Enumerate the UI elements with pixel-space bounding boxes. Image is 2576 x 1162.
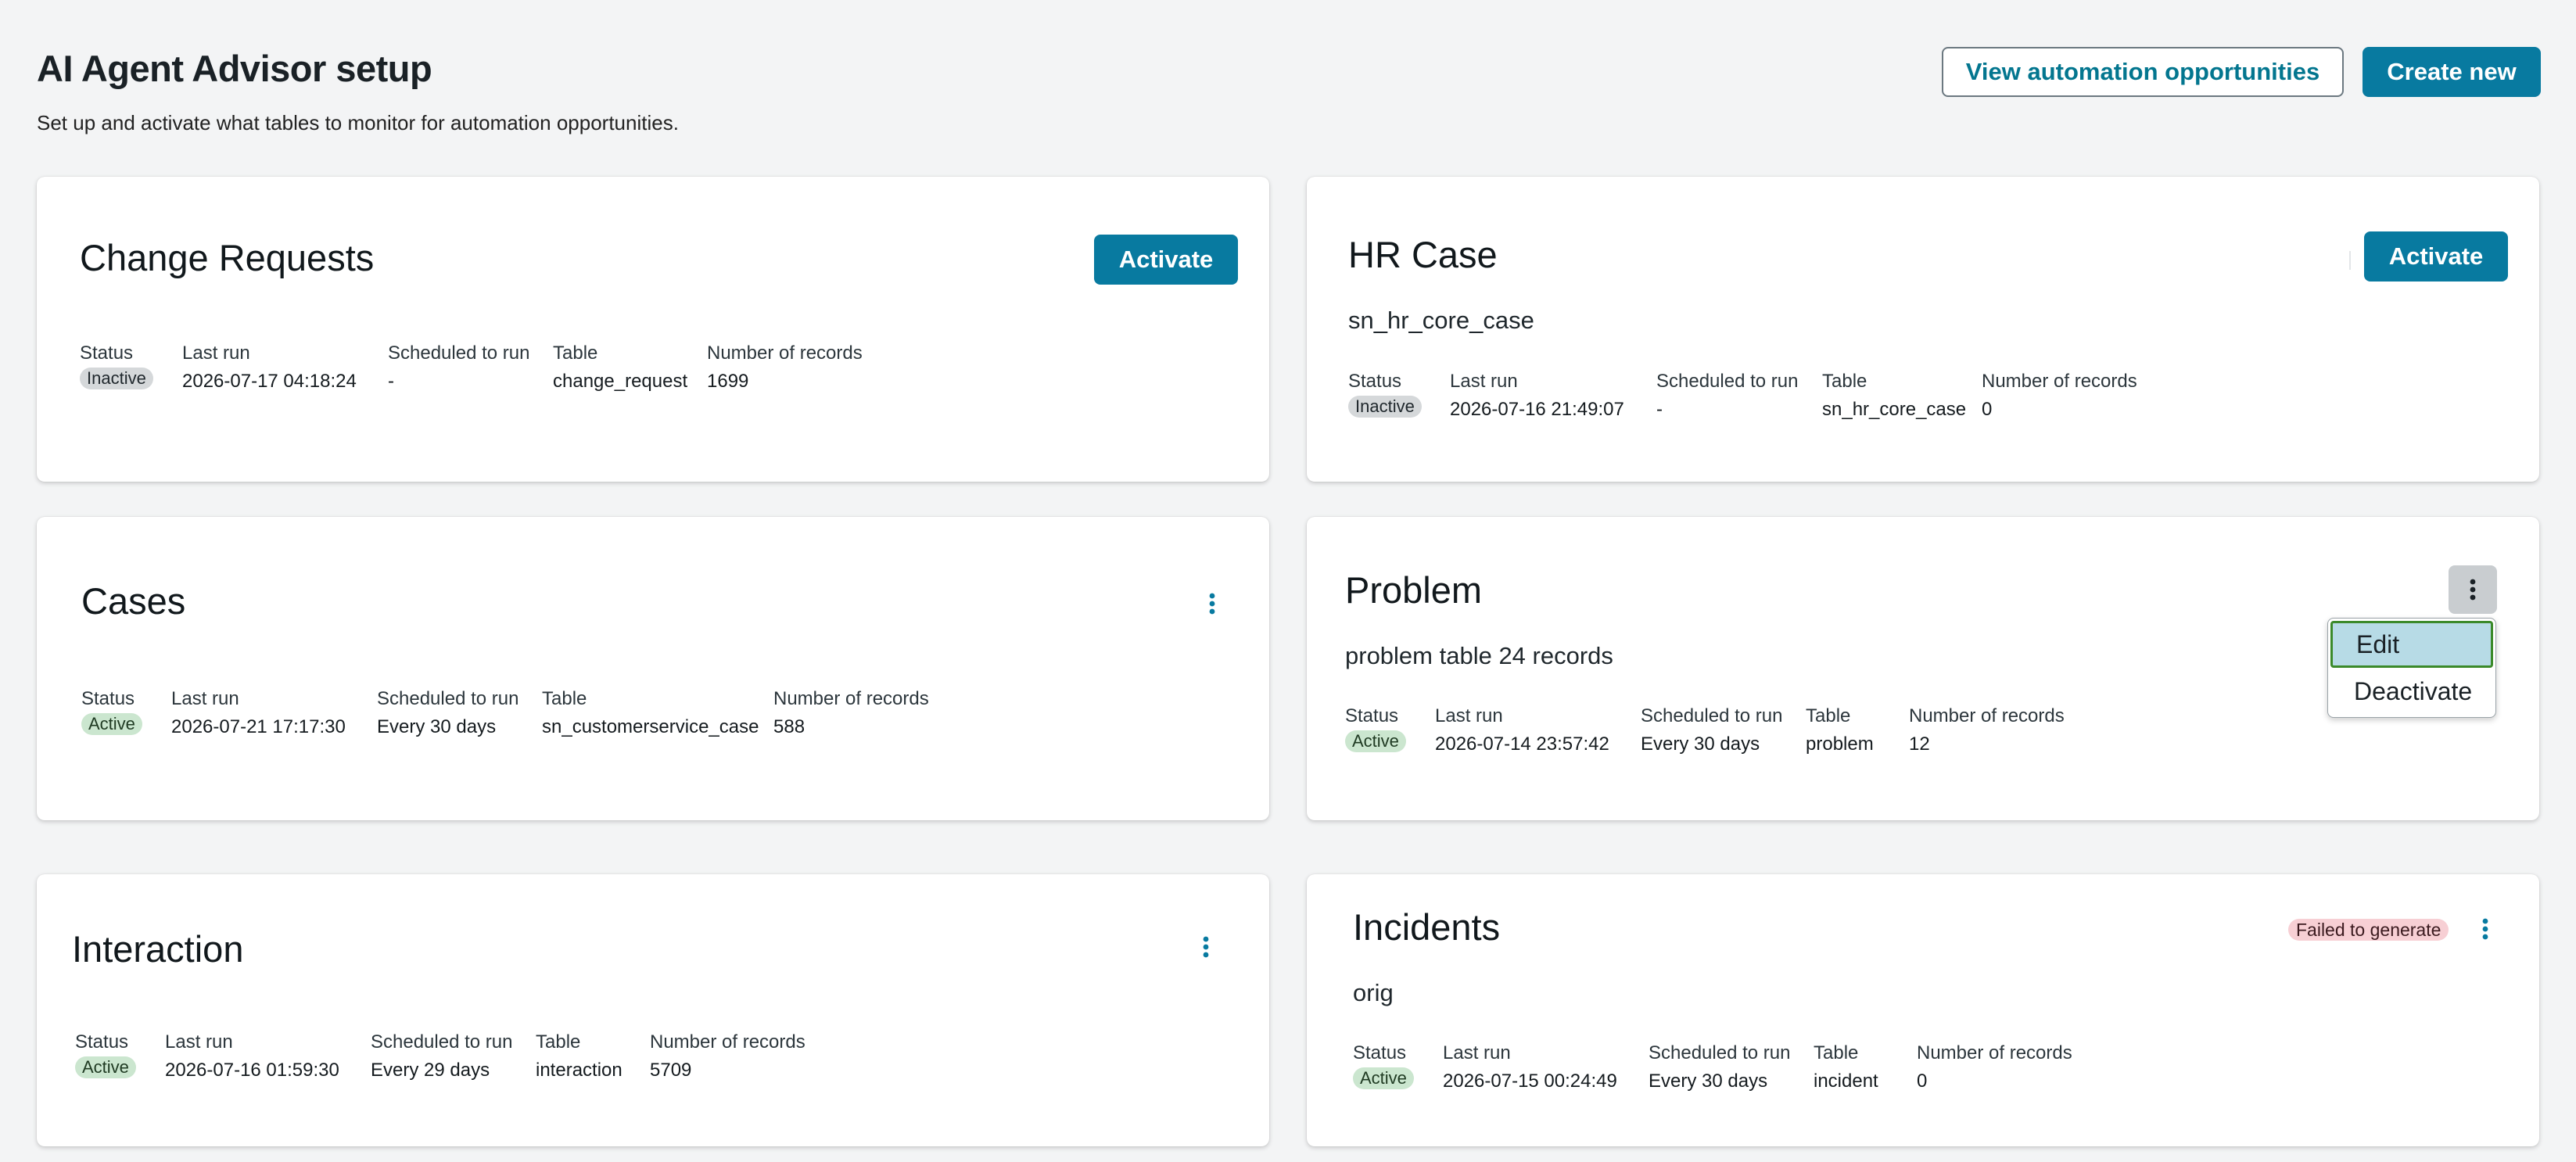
card-meta: Status Active Last run 2026-07-16 01:59:30… xyxy=(75,1031,830,1082)
records-value: 1699 xyxy=(707,371,749,392)
last-run-label: Last run xyxy=(1443,1042,1511,1063)
card-meta: Status Active Last run 2026-07-14 23:57:42… xyxy=(1345,705,2089,756)
scheduled-value: Every 30 days xyxy=(1649,1071,1768,1092)
scheduled-label: Scheduled to run xyxy=(1649,1042,1791,1063)
scheduled-value: - xyxy=(1656,399,1663,420)
last-run-value: 2026-07-16 21:49:07 xyxy=(1450,399,1624,420)
card-description: orig xyxy=(1353,979,1394,1006)
status-label: Status xyxy=(81,688,135,709)
scheduled-label: Scheduled to run xyxy=(1641,705,1783,726)
status-badge: Active xyxy=(75,1056,136,1078)
card-change-requests: Change Requests Activate Status Inactive … xyxy=(37,177,1269,482)
scheduled-value: Every 30 days xyxy=(377,716,497,737)
more-options-icon[interactable] xyxy=(2449,565,2497,614)
divider xyxy=(2349,251,2351,270)
records-label: Number of records xyxy=(707,343,863,364)
card-title: Interaction xyxy=(72,928,244,970)
records-value: 12 xyxy=(1909,733,1930,755)
card-meta: Status Active Last run 2026-07-15 00:24:49… xyxy=(1353,1042,2097,1093)
scheduled-label: Scheduled to run xyxy=(388,343,530,364)
failed-status-badge: Failed to generate xyxy=(2288,919,2449,941)
menu-item-edit[interactable]: Edit xyxy=(2330,621,2493,668)
last-run-value: 2026-07-16 01:59:30 xyxy=(165,1060,339,1081)
records-label: Number of records xyxy=(1917,1042,2072,1063)
last-run-label: Last run xyxy=(1435,705,1503,726)
scheduled-value: Every 30 days xyxy=(1641,733,1760,755)
last-run-value: 2026-07-21 17:17:30 xyxy=(171,716,346,737)
scheduled-label: Scheduled to run xyxy=(1656,371,1799,392)
table-value: change_request xyxy=(553,371,688,392)
records-value: 0 xyxy=(1982,399,1993,420)
create-new-button[interactable]: Create new xyxy=(2363,47,2541,97)
last-run-label: Last run xyxy=(182,343,250,364)
card-actions-menu: Edit Deactivate xyxy=(2327,618,2496,718)
table-label: Table xyxy=(1814,1042,1859,1063)
status-label: Status xyxy=(1345,705,1399,726)
table-value: sn_customerservice_case xyxy=(542,716,759,737)
card-interaction: Interaction Status Active Last run 2026-07… xyxy=(37,874,1269,1146)
status-label: Status xyxy=(1348,371,1402,392)
card-meta: Status Inactive Last run 2026-07-16 21:49:… xyxy=(1348,370,2162,421)
card-title: HR Case xyxy=(1348,234,1498,275)
status-label: Status xyxy=(1353,1042,1407,1063)
activate-button[interactable]: Activate xyxy=(1094,235,1238,285)
status-badge: Active xyxy=(1345,730,1406,752)
table-label: Table xyxy=(1822,371,1867,392)
card-description: problem table 24 records xyxy=(1345,642,1613,669)
card-title: Incidents xyxy=(1353,906,1501,948)
table-label: Table xyxy=(536,1031,581,1053)
table-value: problem xyxy=(1806,733,1874,755)
records-value: 588 xyxy=(773,716,805,737)
table-value: interaction xyxy=(536,1060,622,1081)
card-hr-case: HR Case Activate sn_hr_core_case Status I… xyxy=(1307,177,2539,482)
status-label: Status xyxy=(75,1031,129,1053)
view-automation-opportunities-button[interactable]: View automation opportunities xyxy=(1942,47,2344,97)
records-label: Number of records xyxy=(1909,705,2065,726)
more-options-icon[interactable] xyxy=(2471,915,2499,943)
last-run-value: 2026-07-17 04:18:24 xyxy=(182,371,357,392)
scheduled-value: - xyxy=(388,371,394,392)
card-cases: Cases Status Active Last run 2026-07-21 17… xyxy=(37,517,1269,820)
table-label: Table xyxy=(553,343,598,364)
page-subtitle: Set up and activate what tables to monit… xyxy=(37,111,679,134)
last-run-value: 2026-07-15 00:24:49 xyxy=(1443,1071,1617,1092)
more-options-icon[interactable] xyxy=(1198,590,1226,618)
card-title: Problem xyxy=(1345,569,1483,611)
table-value: incident xyxy=(1814,1071,1878,1092)
status-label: Status xyxy=(80,343,134,364)
more-options-icon[interactable] xyxy=(1192,933,1220,961)
activate-button[interactable]: Activate xyxy=(2364,231,2508,282)
records-value: 5709 xyxy=(650,1060,692,1081)
card-meta: Status Active Last run 2026-07-21 17:17:30… xyxy=(81,687,953,739)
scheduled-value: Every 29 days xyxy=(371,1060,490,1081)
records-label: Number of records xyxy=(773,688,929,709)
card-incidents: Incidents Failed to generate orig Status… xyxy=(1307,874,2539,1146)
menu-item-deactivate[interactable]: Deactivate xyxy=(2354,676,2473,705)
card-title: Cases xyxy=(81,580,186,622)
scheduled-label: Scheduled to run xyxy=(377,688,519,709)
status-badge: Inactive xyxy=(80,368,153,389)
last-run-label: Last run xyxy=(1450,371,1518,392)
card-title: Change Requests xyxy=(80,237,375,278)
page-title: AI Agent Advisor setup xyxy=(37,48,432,89)
table-value: sn_hr_core_case xyxy=(1822,399,1967,420)
scheduled-label: Scheduled to run xyxy=(371,1031,513,1053)
last-run-value: 2026-07-14 23:57:42 xyxy=(1435,733,1609,755)
status-badge: Inactive xyxy=(1348,396,1422,418)
status-badge: Active xyxy=(81,713,142,735)
card-description: sn_hr_core_case xyxy=(1348,307,1534,334)
records-label: Number of records xyxy=(1982,371,2137,392)
records-label: Number of records xyxy=(650,1031,805,1053)
last-run-label: Last run xyxy=(171,688,239,709)
records-value: 0 xyxy=(1917,1071,1928,1092)
last-run-label: Last run xyxy=(165,1031,233,1053)
status-badge: Active xyxy=(1353,1067,1414,1089)
card-meta: Status Inactive Last run 2026-07-17 04:18:… xyxy=(80,342,887,393)
table-label: Table xyxy=(1806,705,1851,726)
table-label: Table xyxy=(542,688,587,709)
